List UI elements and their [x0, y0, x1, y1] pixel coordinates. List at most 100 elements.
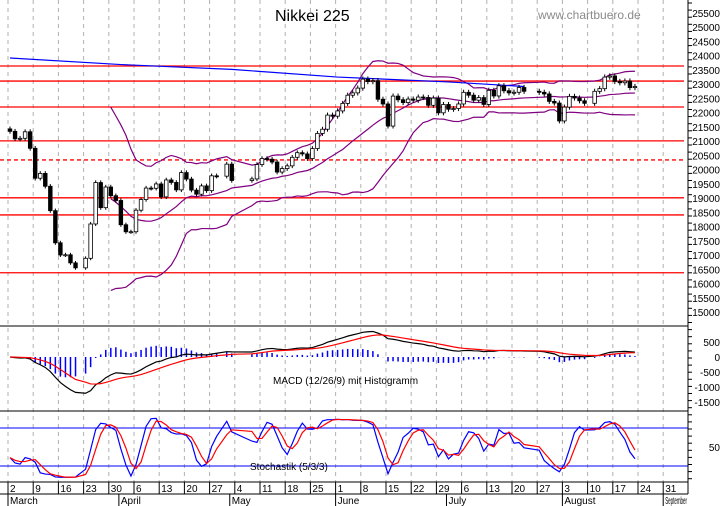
- date-tick-label: 24: [640, 484, 652, 495]
- candle-up: [486, 89, 491, 105]
- candle-up: [461, 91, 466, 105]
- stochastic-panel: [0, 417, 688, 478]
- candle-up: [199, 185, 204, 195]
- date-tick-label: 13: [489, 484, 501, 495]
- candle-down: [582, 100, 587, 104]
- bollinger-middle: [110, 92, 635, 222]
- macd-label: MACD (12/26/9) mit Histogramm: [273, 376, 418, 387]
- date-tick-label: 11: [262, 484, 273, 495]
- bollinger-lower: [110, 109, 635, 291]
- candle-up: [350, 92, 355, 96]
- bollinger-bands: [110, 60, 635, 291]
- date-tick-label: 2: [10, 484, 16, 495]
- candle-down: [612, 75, 617, 82]
- watermark: www.chartbuero.de: [537, 8, 641, 22]
- candle-down: [436, 97, 441, 114]
- candle-up: [516, 87, 522, 93]
- price-tick-label: 15500: [692, 294, 720, 305]
- date-tick-label: 6: [136, 484, 142, 495]
- candle-up: [431, 97, 436, 106]
- date-tick-label: 25: [312, 484, 324, 495]
- macd-tick-label: 0: [714, 353, 720, 364]
- candle-down: [158, 183, 164, 198]
- candle-up: [511, 91, 517, 94]
- chart-title: Nikkei 225: [275, 8, 350, 25]
- date-tick-label: 22: [413, 484, 425, 495]
- candle-up: [592, 90, 597, 104]
- candle-up: [360, 78, 365, 89]
- candle-up: [17, 137, 23, 140]
- date-tick-label: 20: [186, 484, 198, 495]
- macd-tick-label: -500: [700, 368, 720, 379]
- month-label: September: [665, 496, 687, 506]
- candle-down: [148, 187, 154, 190]
- candle-down: [98, 182, 103, 209]
- candle-down: [58, 242, 63, 256]
- candle-up: [325, 114, 330, 130]
- candle-up: [138, 199, 144, 211]
- candle-down: [300, 152, 305, 155]
- candle-up: [153, 183, 159, 189]
- candle-up: [602, 76, 607, 90]
- price-tick-label: 23500: [692, 66, 720, 77]
- candle-down: [53, 210, 58, 244]
- candle-up: [290, 156, 295, 167]
- candle-down: [380, 98, 386, 105]
- candle-down: [274, 161, 280, 173]
- price-tick-label: 24500: [692, 37, 720, 48]
- candle-up: [632, 86, 638, 89]
- candle-up: [567, 95, 572, 108]
- stochastic-label: Stochastik (5/3/3): [250, 462, 328, 473]
- candle-up: [456, 103, 461, 109]
- price-tick-label: 17500: [692, 237, 720, 248]
- date-tick-label: 13: [161, 484, 173, 495]
- price-tick-label: 22500: [692, 94, 720, 105]
- candle-down: [627, 80, 633, 89]
- candles: [7, 73, 638, 270]
- candle-up: [370, 80, 376, 83]
- date-tick-label: 15: [388, 484, 400, 495]
- candle-down: [123, 224, 129, 233]
- candle-up: [496, 85, 502, 97]
- candle-down: [189, 178, 194, 191]
- date-tick-label: 20: [514, 484, 526, 495]
- macd-tick-label: -1000: [694, 383, 720, 394]
- candle-up: [476, 97, 481, 101]
- candle-down: [542, 91, 547, 95]
- candle-down: [43, 173, 48, 187]
- candle-up: [284, 165, 290, 169]
- candle-down: [400, 99, 406, 103]
- candle-down: [184, 172, 189, 180]
- candle-up: [93, 182, 98, 225]
- month-label: June: [338, 496, 360, 506]
- candle-down: [466, 91, 471, 96]
- date-tick-label: 29: [438, 484, 450, 495]
- candle-down: [118, 200, 124, 226]
- macd-panel: [9, 330, 636, 394]
- candle-up: [259, 158, 265, 165]
- candle-down: [537, 90, 542, 93]
- candle-up: [295, 152, 300, 158]
- candle-down: [481, 97, 486, 105]
- month-label: August: [564, 496, 595, 506]
- candle-down: [174, 182, 179, 191]
- date-tick-label: 27: [539, 484, 551, 495]
- date-tick-label: 9: [35, 484, 41, 495]
- candle-down: [572, 95, 577, 99]
- candle-up: [320, 128, 325, 134]
- month-label: May: [232, 496, 251, 506]
- candle-down: [521, 87, 527, 92]
- candle-up: [607, 75, 612, 78]
- date-tick-label: 30: [111, 484, 123, 495]
- candle-down: [410, 98, 416, 101]
- price-tick-label: 18500: [692, 208, 720, 219]
- candle-up: [254, 164, 260, 180]
- candle-down: [506, 90, 512, 94]
- price-tick-label: 21500: [692, 123, 720, 134]
- candle-down: [330, 114, 335, 117]
- price-tick-label: 19000: [692, 194, 720, 205]
- candle-down: [557, 102, 562, 122]
- price-tick-label: 23000: [692, 80, 720, 91]
